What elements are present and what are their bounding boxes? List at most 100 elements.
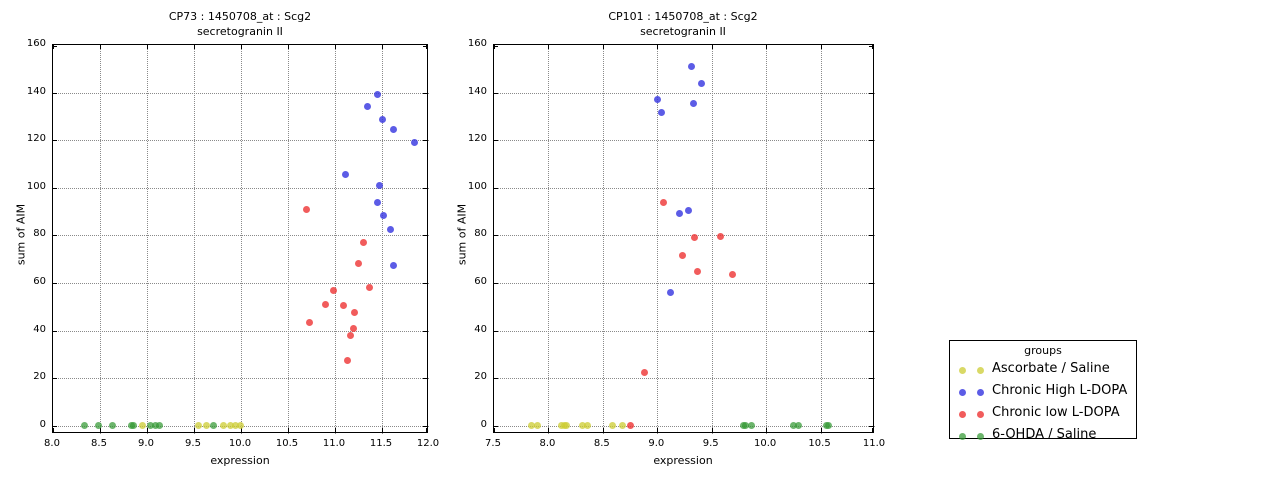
- data-point: [350, 324, 358, 332]
- y-tick-mark: [494, 330, 498, 332]
- y-tick-mark: [869, 92, 873, 94]
- y-tick-label: 40: [33, 323, 46, 335]
- y-tick-mark: [423, 330, 427, 332]
- x-tick-mark: [147, 428, 148, 432]
- data-point: [626, 422, 634, 430]
- x-tick-label: 9.0: [138, 438, 154, 449]
- x-tick-mark: [872, 45, 873, 49]
- y-tick-label: 60: [474, 275, 487, 287]
- x-tick-mark: [766, 428, 768, 432]
- y-tick-label: 80: [474, 228, 487, 240]
- x-gridline: [147, 45, 148, 434]
- data-point: [716, 233, 724, 241]
- y-tick-label: 20: [474, 371, 487, 383]
- data-point: [355, 260, 362, 268]
- x-tick-mark: [602, 45, 604, 49]
- x-tick-mark: [711, 428, 713, 432]
- y-tick-mark: [494, 92, 498, 94]
- data-point: [534, 422, 542, 430]
- data-point: [380, 211, 388, 219]
- x-tick-mark: [766, 45, 768, 49]
- legend-marker-icon: [977, 367, 984, 374]
- y-tick-mark: [869, 378, 873, 380]
- legend-label: Chronic low L-DOPA: [992, 405, 1120, 420]
- y-tick-label: 140: [26, 85, 46, 97]
- y-tick-mark: [53, 330, 57, 332]
- x-tick-mark: [657, 45, 659, 49]
- y-tick-mark: [53, 46, 57, 47]
- y-tick-mark: [494, 235, 498, 237]
- x-tick-mark: [820, 428, 822, 432]
- plot2-title-line1: CP101 : 1450708_at : Scg2: [608, 10, 758, 23]
- y-tick-mark: [494, 46, 498, 47]
- data-point: [389, 261, 397, 269]
- y-tick-label: 0: [39, 418, 46, 430]
- x-tick-mark: [335, 428, 336, 432]
- legend-marker-icon: [977, 411, 984, 418]
- x-tick-label: 11.5: [369, 438, 393, 449]
- legend-entries: Ascorbate / Saline Chronic High L-DOPA Chr…: [950, 359, 1136, 447]
- data-point: [227, 422, 235, 430]
- data-point: [80, 422, 88, 430]
- y-gridline: [494, 235, 875, 237]
- data-point: [584, 422, 592, 430]
- data-point: [364, 103, 372, 111]
- legend-row: Chronic low L-DOPA: [950, 403, 1136, 425]
- data-point: [789, 422, 797, 430]
- y-tick-mark: [869, 330, 873, 332]
- x-tick-mark: [548, 428, 550, 432]
- legend-marker-icon: [959, 389, 966, 396]
- data-point: [689, 99, 697, 107]
- plot1-axes-frame: [52, 44, 429, 434]
- x-tick-label: 10.5: [275, 438, 299, 449]
- data-point: [108, 422, 116, 430]
- data-point: [351, 309, 359, 317]
- y-tick-mark: [869, 425, 873, 427]
- data-point: [341, 171, 349, 179]
- x-tick-label: 8.5: [91, 438, 107, 449]
- x-tick-label: 9.5: [185, 438, 201, 449]
- plot2-title: CP101 : 1450708_at : Scg2 secretogranin …: [533, 9, 833, 39]
- y-tick-mark: [423, 140, 427, 142]
- y-gridline: [53, 282, 429, 284]
- data-point: [609, 422, 617, 430]
- y-tick-label: 120: [26, 133, 46, 145]
- legend-marker-icon: [959, 367, 966, 374]
- y-tick-mark: [53, 140, 57, 142]
- y-tick-label: 80: [33, 228, 46, 240]
- data-point: [658, 109, 666, 117]
- data-point: [210, 422, 218, 430]
- y-tick-mark: [53, 187, 57, 189]
- y-tick-mark: [494, 187, 498, 189]
- y-gridline: [494, 187, 875, 189]
- y-gridline: [494, 330, 875, 332]
- data-point: [147, 422, 155, 430]
- data-point: [563, 422, 571, 430]
- legend-marker-icon: [977, 433, 984, 440]
- y-tick-mark: [869, 140, 873, 142]
- y-tick-label: 40: [474, 323, 487, 335]
- y-tick-mark: [53, 425, 57, 427]
- y-tick-mark: [53, 378, 57, 380]
- data-point: [690, 234, 698, 242]
- legend-row: Chronic High L-DOPA: [950, 381, 1136, 403]
- x-tick-label: 11.0: [322, 438, 346, 449]
- legend-label: 6-OHDA / Saline: [992, 427, 1097, 442]
- data-point: [373, 198, 381, 206]
- x-tick-label: 11.0: [862, 438, 886, 449]
- y-tick-label: 140: [467, 85, 487, 97]
- y-gridline: [53, 187, 429, 189]
- data-point: [660, 198, 668, 206]
- y-tick-label: 100: [467, 180, 487, 192]
- x-tick-mark: [241, 428, 242, 432]
- y-tick-label: 160: [26, 38, 46, 49]
- x-tick-mark: [426, 45, 427, 49]
- x-tick-mark: [288, 428, 289, 432]
- y-tick-mark: [869, 282, 873, 284]
- data-point: [322, 300, 330, 308]
- y-tick-mark: [423, 92, 427, 94]
- legend-label: Ascorbate / Saline: [992, 361, 1110, 376]
- y-tick-mark: [423, 46, 427, 47]
- y-tick-label: 100: [26, 180, 46, 192]
